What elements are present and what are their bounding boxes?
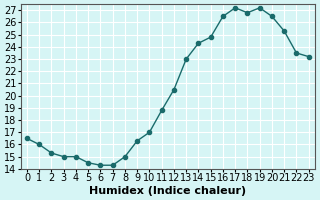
X-axis label: Humidex (Indice chaleur): Humidex (Indice chaleur): [89, 186, 246, 196]
